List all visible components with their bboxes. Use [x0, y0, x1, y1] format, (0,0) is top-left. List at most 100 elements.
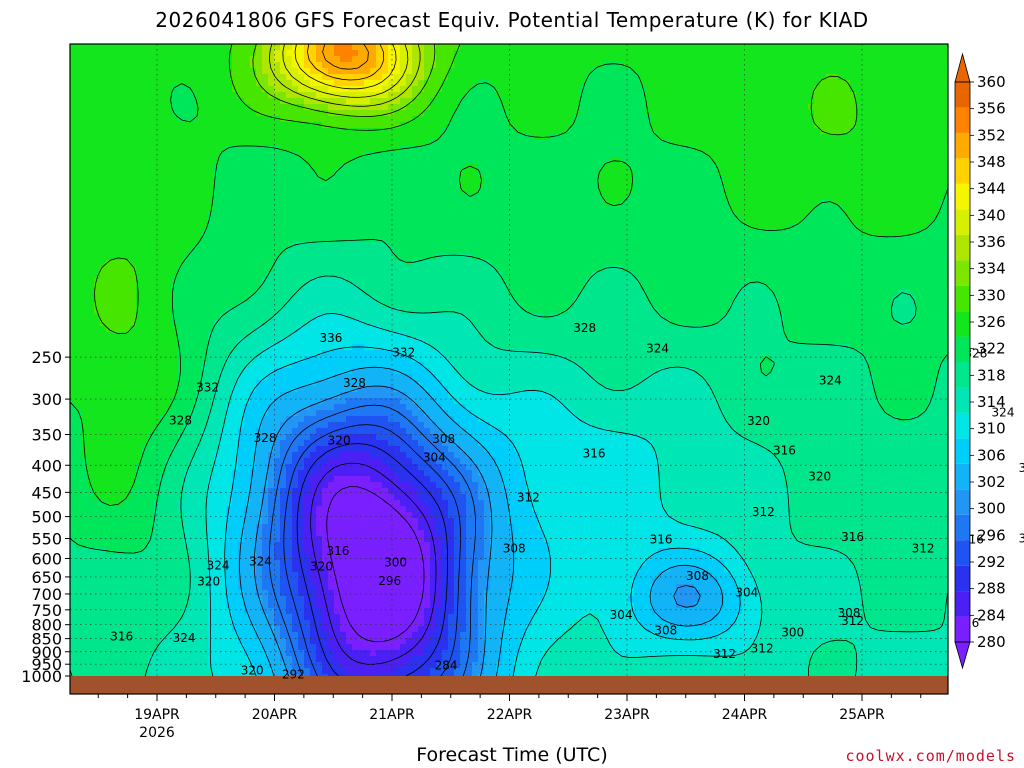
- contour-cell: [550, 146, 556, 152]
- contour-cell: [106, 44, 112, 50]
- contour-cell: [772, 170, 778, 176]
- contour-cell: [922, 242, 928, 248]
- contour-cell: [868, 224, 874, 230]
- contour-cell: [310, 230, 316, 236]
- contour-cell: [652, 122, 658, 128]
- contour-cell: [388, 206, 394, 212]
- contour-cell: [550, 110, 556, 116]
- contour-cell: [916, 206, 922, 212]
- contour-cell: [652, 104, 658, 110]
- contour-cell: [328, 92, 334, 98]
- contour-cell: [190, 122, 196, 128]
- contour-cell: [682, 236, 688, 242]
- contour-cell: [334, 122, 340, 128]
- contour-cell: [202, 230, 208, 236]
- contour-cell: [832, 146, 838, 152]
- contour-cell: [424, 68, 430, 74]
- contour-cell: [436, 146, 442, 152]
- contour-cell: [616, 62, 622, 68]
- contour-cell: [304, 218, 310, 224]
- contour-cell: [868, 188, 874, 194]
- contour-cell: [508, 104, 514, 110]
- contour-cell: [202, 128, 208, 134]
- contour-cell: [736, 236, 742, 242]
- contour-cell: [334, 50, 340, 56]
- contour-cell: [148, 74, 154, 80]
- contour-cell: [904, 200, 910, 206]
- contour-cell: [262, 80, 268, 86]
- contour-cell: [436, 140, 442, 146]
- contour-cell: [334, 74, 340, 80]
- contour-cell: [364, 68, 370, 74]
- contour-cell: [904, 230, 910, 236]
- contour-cell: [766, 158, 772, 164]
- contour-cell: [118, 206, 124, 212]
- contour-cell: [736, 50, 742, 56]
- contour-cell: [322, 194, 328, 200]
- contour-cell: [424, 170, 430, 176]
- contour-cell: [532, 104, 538, 110]
- contour-cell: [814, 62, 820, 68]
- contour-cell: [124, 242, 130, 248]
- contour-cell: [778, 56, 784, 62]
- contour-cell: [556, 182, 562, 188]
- contour-cell: [838, 164, 844, 170]
- contour-cell: [226, 152, 232, 158]
- contour-cell: [442, 62, 448, 68]
- contour-cell: [820, 98, 826, 104]
- contour-cell: [778, 206, 784, 212]
- contour-cell: [490, 140, 496, 146]
- contour-cell: [478, 170, 484, 176]
- contour-cell: [220, 80, 226, 86]
- contour-cell: [388, 212, 394, 218]
- contour-cell: [244, 98, 250, 104]
- contour-cell: [136, 86, 142, 92]
- contour-cell: [814, 236, 820, 242]
- contour-cell: [640, 104, 646, 110]
- contour-cell: [628, 224, 634, 230]
- contour-cell: [778, 110, 784, 116]
- contour-cell: [856, 140, 862, 146]
- contour-cell: [748, 182, 754, 188]
- contour-cell: [556, 110, 562, 116]
- contour-cell: [730, 188, 736, 194]
- contour-cell: [400, 200, 406, 206]
- contour-cell: [280, 200, 286, 206]
- contour-cell: [490, 104, 496, 110]
- contour-cell: [844, 158, 850, 164]
- contour-cell: [826, 170, 832, 176]
- contour-cell: [184, 236, 190, 242]
- contour-cell: [736, 158, 742, 164]
- contour-cell: [322, 80, 328, 86]
- contour-cell: [220, 170, 226, 176]
- contour-cell: [136, 68, 142, 74]
- contour-cell: [316, 50, 322, 56]
- contour-cell: [406, 230, 412, 236]
- contour-cell: [412, 188, 418, 194]
- contour-cell: [832, 74, 838, 80]
- contour-cell: [742, 176, 748, 182]
- contour-cell: [748, 110, 754, 116]
- contour-cell: [304, 182, 310, 188]
- contour-cell: [892, 62, 898, 68]
- contour-cell: [430, 206, 436, 212]
- contour-cell: [328, 242, 334, 248]
- contour-cell: [490, 98, 496, 104]
- contour-cell: [910, 122, 916, 128]
- contour-cell: [814, 86, 820, 92]
- contour-cell: [580, 182, 586, 188]
- contour-cell: [466, 206, 472, 212]
- contour-cell: [382, 68, 388, 74]
- contour-cell: [892, 194, 898, 200]
- contour-cell: [220, 158, 226, 164]
- contour-cell: [916, 152, 922, 158]
- contour-cell: [190, 134, 196, 140]
- contour-cell: [124, 182, 130, 188]
- contour-cell: [304, 170, 310, 176]
- contour-cell: [214, 158, 220, 164]
- contour-cell: [292, 152, 298, 158]
- contour-cell: [520, 56, 526, 62]
- contour-cell: [274, 80, 280, 86]
- contour-cell: [298, 200, 304, 206]
- contour-cell: [160, 104, 166, 110]
